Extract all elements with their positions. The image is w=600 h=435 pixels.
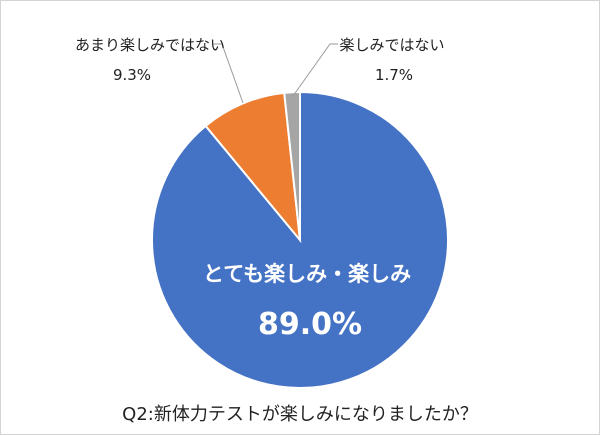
chart-caption: Q2:新体力テストが楽しみになりましたか？: [122, 404, 478, 425]
leader-line-not-very: [212, 43, 244, 104]
pie-slices: [151, 90, 449, 389]
slice-not-at-all: [283, 90, 301, 241]
slice-value-enjoy: 89.0%: [258, 307, 362, 342]
slice-label-enjoy: とても楽しみ・楽しみ: [203, 262, 411, 286]
leader-lines: [212, 43, 338, 104]
slice-value-not-at-all: 1.7%: [375, 66, 413, 84]
slice-value-not-very: 9.3%: [113, 66, 151, 84]
slice-label-not-at-all: 楽しみではない: [339, 36, 444, 54]
leader-line-not-at-all: [292, 43, 338, 97]
slice-not-very: [204, 91, 302, 244]
slice-label-not-very: あまり楽しみではない: [75, 36, 225, 54]
